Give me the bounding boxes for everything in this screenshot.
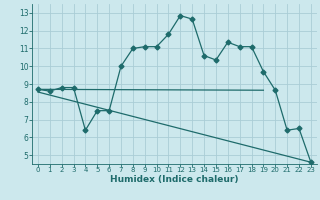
X-axis label: Humidex (Indice chaleur): Humidex (Indice chaleur): [110, 175, 239, 184]
